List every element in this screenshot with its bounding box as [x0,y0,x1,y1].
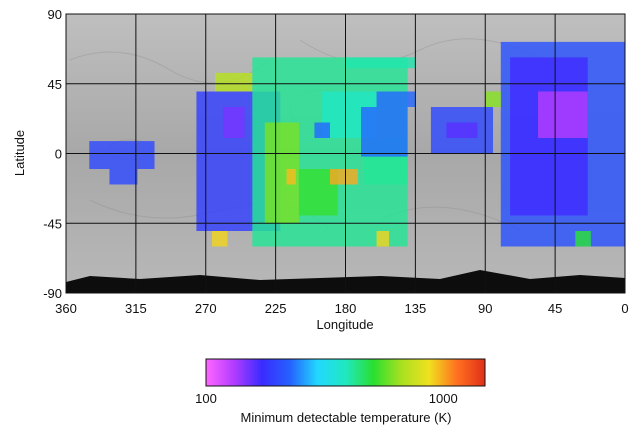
x-tick-label-315: 315 [125,301,147,316]
heatmap-cell-19 [446,122,478,138]
heatmap-cell-23 [485,91,501,107]
heatmap-cell-14 [345,57,416,69]
x-tick-label-135: 135 [405,301,427,316]
heatmap-cell-4 [215,72,253,92]
x-tick-labels: 360 315 270 225 180 135 90 45 0 [55,301,628,316]
heatmap-cells [89,41,625,247]
y-tick-labels: 90 45 0 -45 -90 [43,7,62,301]
x-tick-label-0: 0 [621,301,628,316]
heatmap-cell-22 [538,91,588,138]
y-tick-label--45: -45 [43,216,62,231]
x-tick-label-90: 90 [478,301,492,316]
y-tick-label-45: 45 [48,77,62,92]
x-tick-label-360: 360 [55,301,77,316]
heatmap-cell-13 [376,231,389,247]
heatmap-cell-17 [376,91,416,107]
colorbar-tick-label-1000: 1000 [429,391,458,406]
y-tick-label--90: -90 [43,286,62,301]
heatmap-cell-11 [329,169,358,185]
heatmap-cell-3 [222,107,245,138]
heatmap-cell-0 [89,141,155,169]
heatmap-cell-16 [361,107,408,157]
y-axis-label: Latitude [12,130,27,176]
colorbar-tick-label-100: 100 [195,391,217,406]
colorbar-label: Minimum detectable temperature (K) [241,410,452,425]
y-tick-label-0: 0 [55,147,62,162]
x-tick-label-180: 180 [335,301,357,316]
heatmap-cell-5 [211,231,228,247]
plot-frame [65,13,626,294]
heatmap-cell-1 [109,169,138,185]
y-tick-label-90: 90 [48,7,62,22]
colorbar [205,358,486,387]
x-tick-label-45: 45 [548,301,562,316]
x-axis-label: Longitude [316,317,373,332]
heatmap-cell-10 [286,169,296,185]
x-tick-label-225: 225 [265,301,287,316]
heatmap-cell-24 [575,231,591,247]
heatmap-cell-15 [314,122,330,138]
colorbar-ticks: 100 1000 [195,391,458,406]
x-tick-label-270: 270 [195,301,217,316]
